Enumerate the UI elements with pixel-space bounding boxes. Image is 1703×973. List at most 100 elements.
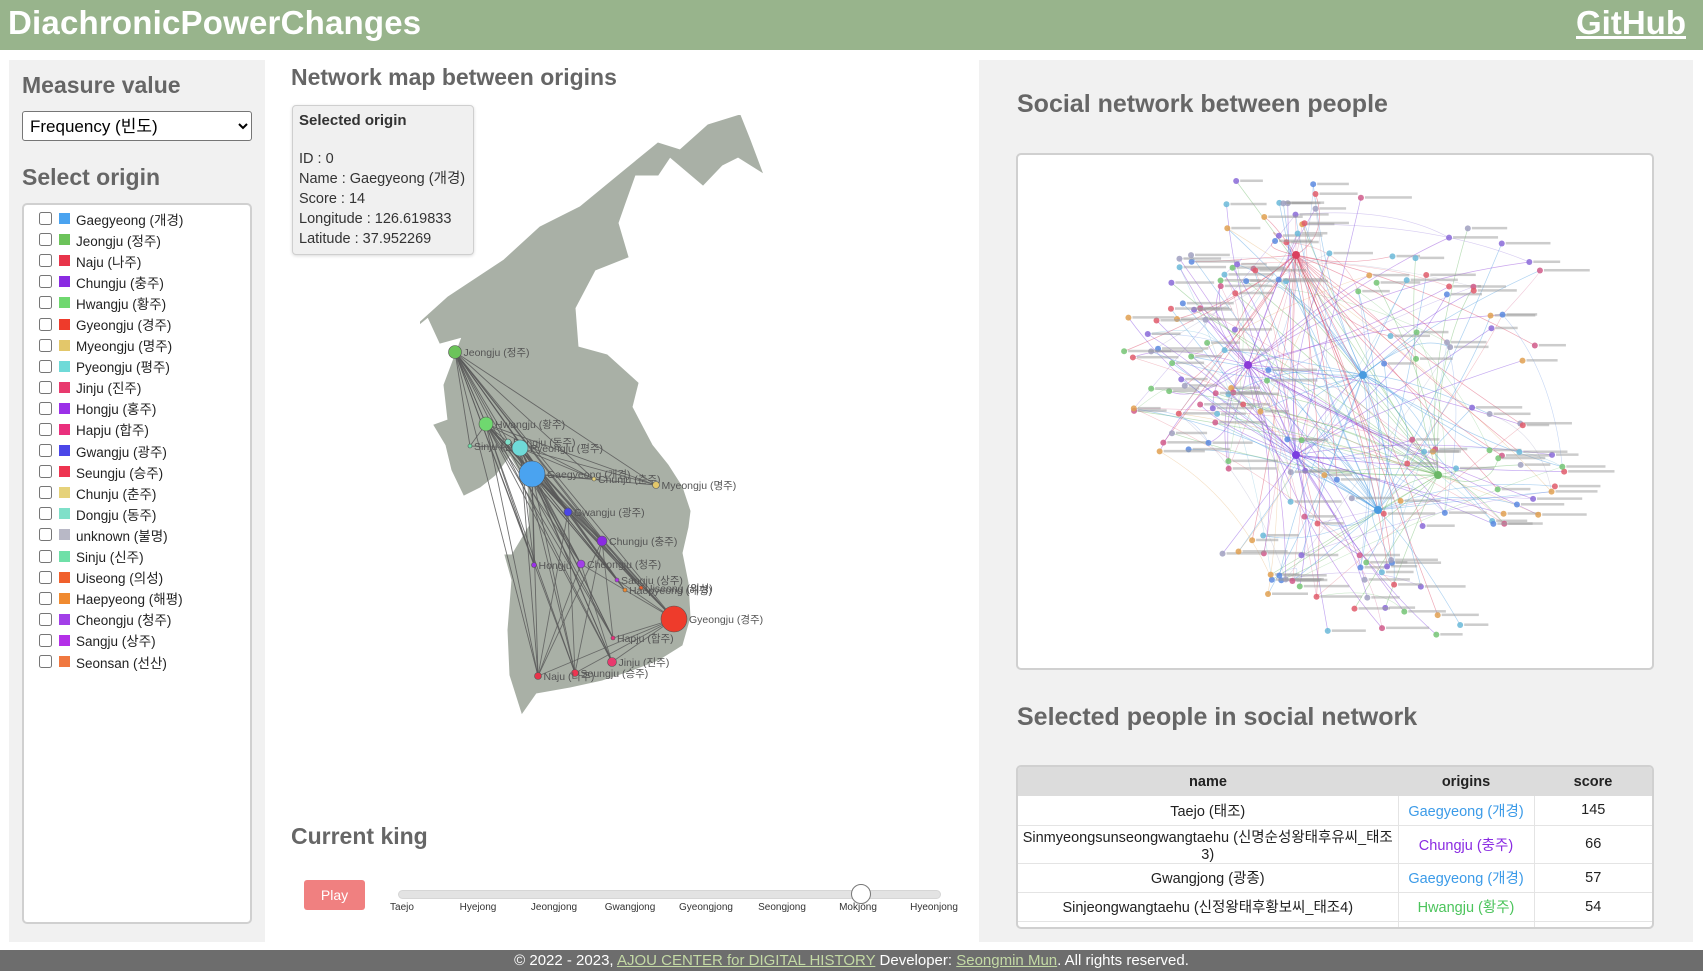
social-node[interactable] xyxy=(1409,436,1416,443)
table-row[interactable]: Gwangjong (광종) Gaegyeong (개경) 57 xyxy=(1018,863,1652,893)
social-node[interactable] xyxy=(1260,532,1267,539)
social-node[interactable] xyxy=(1516,448,1523,455)
social-node[interactable] xyxy=(1301,513,1308,520)
header-name[interactable]: name xyxy=(1018,767,1398,796)
social-node[interactable] xyxy=(1233,178,1240,185)
social-node[interactable] xyxy=(1257,408,1264,415)
origin-item[interactable]: Seungju (승주) xyxy=(24,461,250,482)
social-node[interactable] xyxy=(1513,501,1520,508)
origin-checkbox[interactable] xyxy=(39,317,52,331)
play-button[interactable]: Play xyxy=(304,880,365,910)
origin-checkbox[interactable] xyxy=(39,401,52,415)
social-node[interactable] xyxy=(1294,230,1301,237)
social-node[interactable] xyxy=(1272,238,1279,245)
origin-item[interactable]: Hongju (홍주) xyxy=(24,398,250,419)
king-slider-handle[interactable] xyxy=(851,884,871,904)
table-row[interactable]: Taejo (태조) Gaegyeong (개경) 145 xyxy=(1018,796,1652,826)
social-node[interactable] xyxy=(1225,465,1232,472)
social-node[interactable] xyxy=(1490,520,1497,527)
social-node[interactable] xyxy=(1148,385,1155,392)
map-node[interactable] xyxy=(576,559,586,569)
origin-item[interactable]: Sangju (상주) xyxy=(24,630,250,651)
map-node[interactable] xyxy=(504,438,512,446)
table-row[interactable]: Daemokwanghu (대목왕후황보씨_광종1)Hwangju (황주)54 xyxy=(1018,921,1652,927)
map-node[interactable] xyxy=(448,345,462,359)
social-node[interactable] xyxy=(1469,404,1476,411)
social-node[interactable] xyxy=(1499,311,1506,318)
social-node[interactable] xyxy=(1204,339,1211,346)
origin-item[interactable]: Jinju (진주) xyxy=(24,377,250,398)
social-node[interactable] xyxy=(1228,384,1235,391)
origin-item[interactable]: unknown (불명) xyxy=(24,524,250,545)
origin-item[interactable]: Jeongju (정주) xyxy=(24,229,250,250)
social-hub-node[interactable] xyxy=(1292,251,1300,259)
github-link[interactable]: GitHub xyxy=(1576,4,1686,41)
social-node[interactable] xyxy=(1530,495,1537,502)
social-node[interactable] xyxy=(1232,290,1239,297)
social-node[interactable] xyxy=(1519,422,1526,429)
origin-checkbox[interactable] xyxy=(39,549,52,563)
social-node[interactable] xyxy=(1181,382,1188,389)
social-node[interactable] xyxy=(1457,621,1464,628)
social-node[interactable] xyxy=(1373,279,1380,286)
map-node[interactable] xyxy=(660,605,688,633)
social-hub-node[interactable] xyxy=(1359,371,1367,379)
social-node[interactable] xyxy=(1378,569,1385,576)
social-node[interactable] xyxy=(1321,472,1328,479)
origin-item[interactable]: Dongju (동주) xyxy=(24,503,250,524)
social-node[interactable] xyxy=(1326,250,1333,257)
social-node[interactable] xyxy=(1500,510,1507,517)
social-node[interactable] xyxy=(1168,430,1175,437)
social-node[interactable] xyxy=(1446,283,1453,290)
origin-item[interactable]: Sinju (신주) xyxy=(24,546,250,567)
social-node[interactable] xyxy=(1268,576,1275,583)
social-node[interactable] xyxy=(1559,463,1566,470)
social-node[interactable] xyxy=(1179,300,1186,307)
origin-checkbox[interactable] xyxy=(39,380,52,394)
map-node[interactable] xyxy=(467,443,473,449)
origin-item[interactable]: Naju (나주) xyxy=(24,250,250,271)
social-node[interactable] xyxy=(1548,488,1555,495)
map-node[interactable] xyxy=(652,481,660,489)
social-network-svg[interactable] xyxy=(1018,155,1652,668)
map-node[interactable] xyxy=(638,585,644,591)
social-node[interactable] xyxy=(1287,469,1294,476)
social-node[interactable] xyxy=(1333,476,1340,483)
social-node[interactable] xyxy=(1263,377,1270,384)
social-hub-node[interactable] xyxy=(1374,506,1382,514)
social-node[interactable] xyxy=(1129,354,1136,361)
origin-item[interactable]: Chunju (춘주) xyxy=(24,482,250,503)
origin-item[interactable]: Seonsan (선산) xyxy=(24,651,250,672)
origin-checkbox[interactable] xyxy=(39,338,52,352)
social-node[interactable] xyxy=(1280,200,1287,207)
social-node[interactable] xyxy=(1284,436,1291,443)
social-node[interactable] xyxy=(1153,317,1160,324)
origin-checkbox[interactable] xyxy=(39,570,52,584)
social-node[interactable] xyxy=(1517,461,1524,468)
social-node[interactable] xyxy=(1265,367,1272,374)
social-node[interactable] xyxy=(1224,225,1231,232)
social-node[interactable] xyxy=(1464,225,1471,232)
social-node[interactable] xyxy=(1487,312,1494,319)
social-node[interactable] xyxy=(1498,240,1505,247)
social-node[interactable] xyxy=(1156,448,1163,455)
social-node[interactable] xyxy=(1443,291,1450,298)
social-node[interactable] xyxy=(1495,455,1502,462)
social-node[interactable] xyxy=(1441,509,1448,516)
origin-checkbox[interactable] xyxy=(39,507,52,521)
header-origins[interactable]: origins xyxy=(1398,767,1534,796)
social-node[interactable] xyxy=(1178,376,1185,383)
social-node[interactable] xyxy=(1387,333,1394,340)
social-node[interactable] xyxy=(1219,550,1226,557)
social-node[interactable] xyxy=(1397,497,1404,504)
origin-item[interactable]: Gaegyeong (개경) xyxy=(24,208,250,229)
social-node[interactable] xyxy=(1289,578,1296,585)
origin-checkbox[interactable] xyxy=(39,359,52,373)
social-node[interactable] xyxy=(1355,288,1362,295)
origin-checkbox[interactable] xyxy=(39,655,52,669)
footer-org-link[interactable]: AJOU CENTER for DIGITAL HISTORY xyxy=(616,952,876,969)
social-node[interactable] xyxy=(1188,353,1195,360)
origin-checkbox[interactable] xyxy=(39,486,52,500)
origin-item[interactable]: Haepyeong (해평) xyxy=(24,588,250,609)
social-node[interactable] xyxy=(1388,557,1395,564)
